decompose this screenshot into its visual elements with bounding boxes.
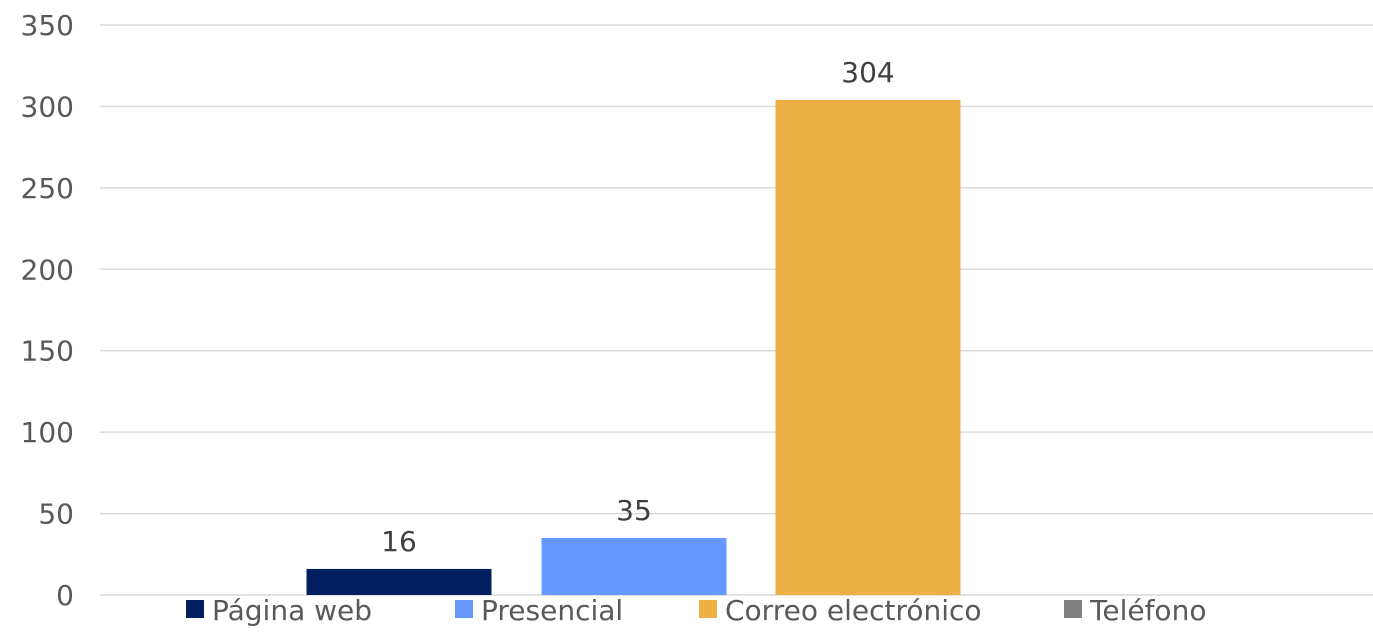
legend-label: Correo electrónico (725, 594, 982, 627)
legend-label: Teléfono (1089, 594, 1206, 627)
legend-swatch (186, 600, 204, 618)
y-axis-ticks: 0 50 100 150 200 250 300 350 (21, 9, 74, 612)
bar (775, 99, 961, 596)
legend-item: Presencial (455, 594, 623, 627)
legend-label: Presencial (481, 594, 623, 627)
y-tick-label: 150 (21, 335, 74, 368)
bar (306, 568, 492, 595)
data-labels: 16 35 304 (381, 56, 895, 558)
y-tick-label: 0 (56, 579, 74, 612)
data-label: 304 (841, 56, 894, 89)
y-tick-label: 50 (38, 498, 74, 531)
bars (306, 99, 961, 596)
legend-item: Correo electrónico (699, 594, 982, 627)
legend-swatch (699, 600, 717, 618)
legend-item: Teléfono (1064, 594, 1206, 627)
legend-item: Página web (186, 594, 372, 627)
legend: Página web Presencial Correo electrónico Te… (186, 594, 1206, 627)
legend-swatch (1064, 600, 1082, 618)
legend-swatch (455, 600, 473, 618)
bar (541, 538, 727, 595)
y-tick-label: 350 (21, 9, 74, 42)
data-label: 35 (616, 494, 652, 527)
y-tick-label: 100 (21, 416, 74, 449)
legend-label: Página web (212, 594, 372, 627)
gridlines (100, 24, 1373, 596)
data-label: 16 (381, 525, 417, 558)
y-tick-label: 200 (21, 253, 74, 286)
y-tick-label: 250 (21, 172, 74, 205)
y-tick-label: 300 (21, 90, 74, 123)
